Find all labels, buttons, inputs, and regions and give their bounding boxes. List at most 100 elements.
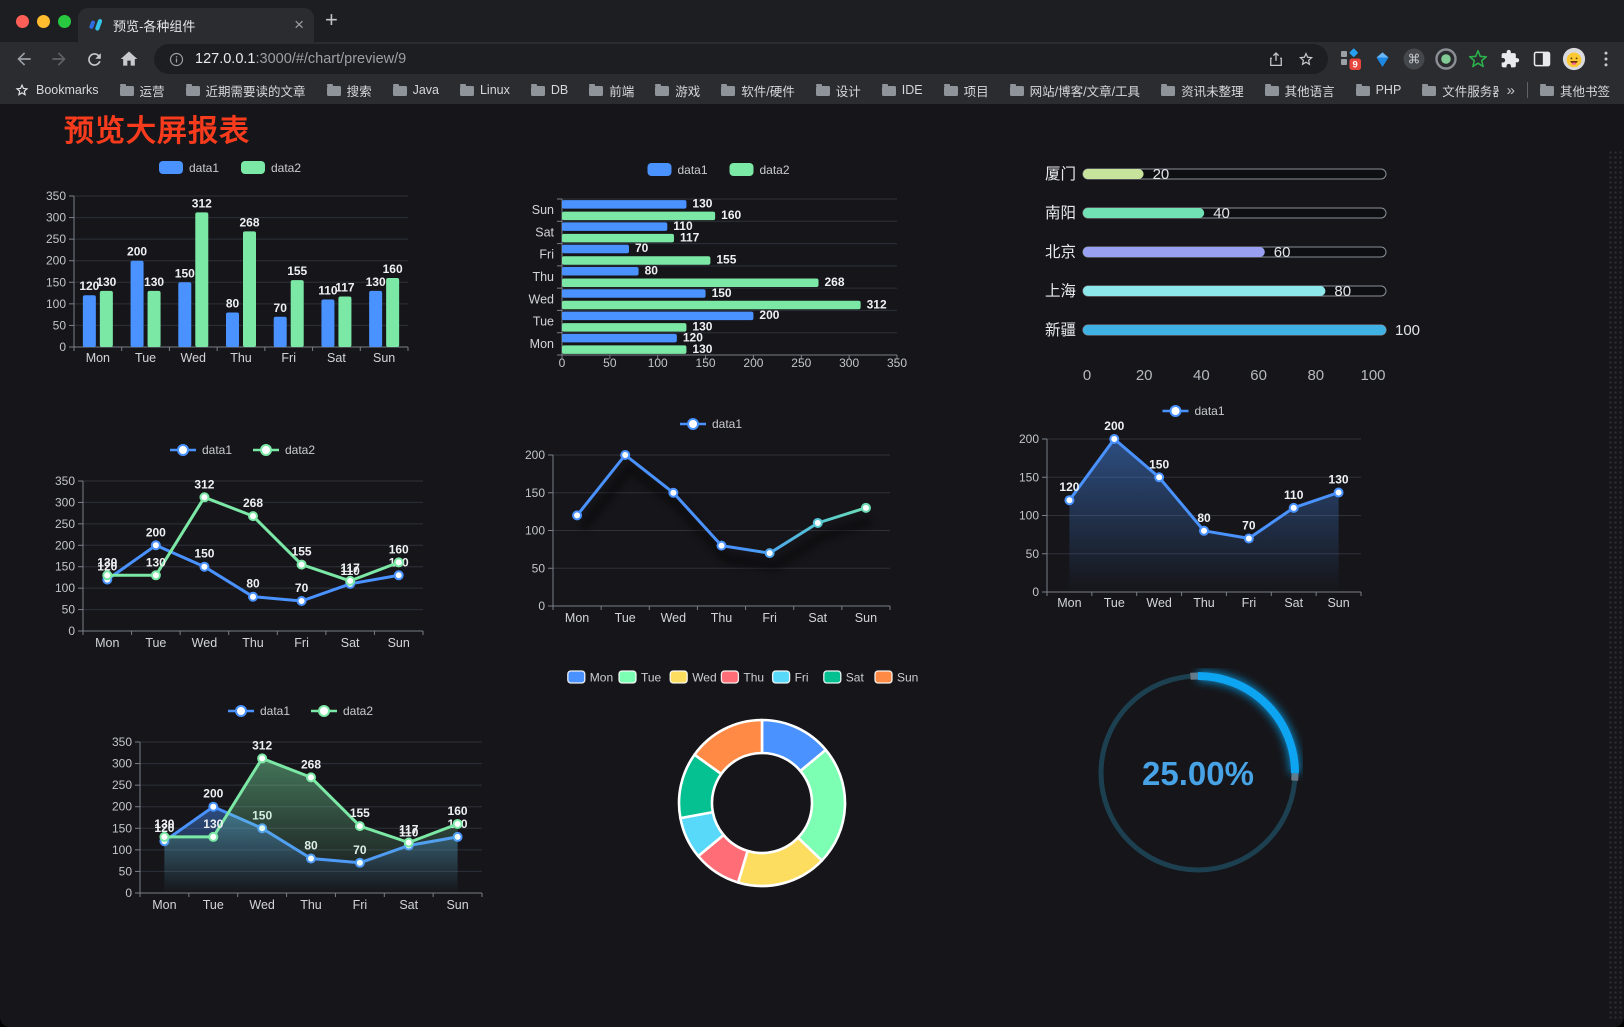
svg-text:50: 50	[53, 318, 67, 332]
svg-text:Tue: Tue	[135, 351, 156, 365]
svg-text:0: 0	[1083, 367, 1091, 384]
reload-icon[interactable]	[83, 48, 105, 70]
bookmark-item[interactable]: 项目	[943, 81, 989, 100]
bookmark-item[interactable]: DB	[530, 83, 568, 97]
svg-text:Thu: Thu	[532, 270, 554, 284]
svg-text:150: 150	[712, 286, 732, 300]
bookmark-item[interactable]: 软件/硬件	[721, 81, 795, 100]
bookmark-item[interactable]: 运营	[119, 81, 165, 100]
svg-text:130: 130	[97, 555, 117, 569]
bookmark-item[interactable]: Linux	[459, 83, 510, 97]
svg-text:Thu: Thu	[743, 671, 764, 685]
svg-text:250: 250	[112, 778, 132, 792]
svg-text:Fri: Fri	[795, 671, 809, 685]
bookmarks-manager[interactable]: Bookmarks	[14, 82, 99, 98]
close-window-button[interactable]	[16, 15, 29, 28]
command-icon[interactable]: ⌘	[1402, 47, 1426, 71]
horizontal-bar-chart[interactable]: data1 data2 0 50 100 150 200 250 300 350 Sun 130 160…	[500, 146, 912, 386]
bookmark-item[interactable]: PHP	[1355, 83, 1401, 97]
svg-text:Sun: Sun	[532, 203, 554, 217]
folder-icon	[1355, 84, 1370, 96]
other-bookmarks-label: 其他书签	[1559, 84, 1610, 99]
star-icon[interactable]	[1296, 49, 1316, 69]
svg-text:80: 80	[1334, 283, 1351, 300]
svg-text:Sat: Sat	[1284, 596, 1303, 610]
bookmark-item[interactable]: 其他语言	[1264, 81, 1335, 100]
gauge-chart[interactable]: 25.00%	[1093, 668, 1303, 878]
bookmark-item[interactable]: 游戏	[655, 81, 700, 100]
svg-text:Mon: Mon	[152, 898, 176, 912]
svg-text:160: 160	[448, 804, 468, 818]
svg-text:268: 268	[243, 496, 263, 510]
svg-text:150: 150	[175, 266, 195, 280]
svg-text:Sat: Sat	[846, 671, 865, 685]
home-icon[interactable]	[118, 48, 140, 70]
svg-text:100: 100	[55, 581, 75, 595]
bookmark-item[interactable]: Java	[392, 83, 439, 97]
gradient-line-chart[interactable]: data1 0 50 100 150 200 Mon Tue Wed Thu Fri Sat Sun	[500, 395, 900, 635]
svg-text:9: 9	[1353, 60, 1358, 71]
svg-text:data2: data2	[343, 704, 373, 718]
bookmark-item[interactable]: 近期需要读的文章	[185, 81, 306, 100]
bookmark-item[interactable]: IDE	[881, 83, 923, 97]
bookmark-item[interactable]: 网站/博客/文章/工具	[1009, 81, 1140, 100]
bookmark-label: 游戏	[675, 84, 701, 99]
svg-text:Wed: Wed	[181, 351, 207, 365]
avatar-emoji-icon[interactable]	[1562, 47, 1586, 71]
bookmarks-right: » 其他书签	[1507, 81, 1610, 100]
gem-icon[interactable]	[1370, 47, 1394, 71]
progress-bars-chart[interactable]: 厦门 20 南阳 40 北京 60 上海 80 新疆 100 0 20 40 60 80 100	[990, 150, 1422, 395]
folder-icon	[881, 84, 896, 96]
bookmark-label: 运营	[139, 84, 165, 99]
puzzle-icon[interactable]	[1498, 47, 1522, 71]
bookmark-item[interactable]: 搜索	[326, 81, 372, 100]
share-icon[interactable]	[1266, 49, 1286, 69]
svg-text:110: 110	[673, 219, 693, 233]
svg-text:130: 130	[96, 275, 116, 289]
area-line-chart[interactable]: data1 0 50 100 150 200 Mon Tue Wed Thu Fri Sat Sun 12…	[980, 385, 1382, 620]
svg-text:130: 130	[203, 817, 223, 831]
record-icon[interactable]	[1434, 47, 1458, 71]
multi-area-chart[interactable]: data1 data2 0 50 100 150 200 250 300 350 Mon Tue Wed…	[90, 670, 496, 920]
svg-text:110: 110	[1284, 488, 1304, 502]
split-view-icon[interactable]	[1530, 47, 1554, 71]
svg-text:100: 100	[46, 297, 66, 311]
green-star-icon[interactable]	[1466, 47, 1490, 71]
browser-tab[interactable]: 预览-各种组件 ×	[78, 8, 314, 42]
folder-icon	[1264, 84, 1279, 96]
bookmark-item[interactable]: 设计	[815, 81, 861, 100]
info-icon[interactable]	[166, 49, 186, 69]
new-tab-button[interactable]: +	[325, 7, 338, 32]
svg-text:Mon: Mon	[95, 636, 119, 650]
svg-text:70: 70	[295, 581, 309, 595]
svg-text:0: 0	[59, 340, 66, 354]
zoom-window-button[interactable]	[58, 15, 71, 28]
svg-text:200: 200	[525, 448, 545, 462]
svg-text:Fri: Fri	[762, 611, 777, 625]
bookmark-item[interactable]: 文件服务器	[1422, 81, 1499, 100]
svg-text:0: 0	[538, 599, 545, 613]
grouped-bar-chart[interactable]: data1 data2 0 50 100 150 200 250 300 350 Mon Tue Wed…	[36, 146, 436, 378]
folder-icon	[1539, 84, 1554, 96]
svg-text:60: 60	[1274, 244, 1291, 261]
forward-icon[interactable]	[48, 48, 70, 70]
svg-text:Wed: Wed	[249, 898, 275, 912]
back-icon[interactable]	[13, 48, 35, 70]
menu-dots-icon[interactable]	[1594, 47, 1618, 71]
svg-text:100: 100	[648, 356, 668, 370]
bookmark-item[interactable]: 前端	[589, 81, 634, 100]
url-bar[interactable]: 127.0.0.1 :3000/#/chart/preview/9	[154, 44, 1328, 74]
extensions-grid-icon[interactable]: 9	[1338, 47, 1362, 71]
bookmark-item[interactable]: 资讯未整理	[1161, 81, 1244, 100]
other-bookmarks[interactable]: 其他书签	[1539, 81, 1610, 100]
tab-close-icon[interactable]: ×	[294, 15, 304, 34]
bookmarks-overflow-chevron[interactable]: »	[1506, 81, 1515, 99]
svg-text:Wed: Wed	[192, 636, 218, 650]
svg-text:南阳: 南阳	[1045, 204, 1076, 222]
svg-text:厦门: 厦门	[1045, 165, 1076, 183]
bookmark-label: 项目	[963, 84, 989, 99]
svg-text:Fri: Fri	[281, 351, 296, 365]
minimize-window-button[interactable]	[37, 15, 50, 28]
donut-chart[interactable]: Mon Tue Wed Thu Fri Sat Sun	[552, 664, 942, 914]
multi-line-chart[interactable]: data1 data2 0 50 100 150 200 250 300 350 Mon Tue Wed…	[30, 420, 430, 658]
